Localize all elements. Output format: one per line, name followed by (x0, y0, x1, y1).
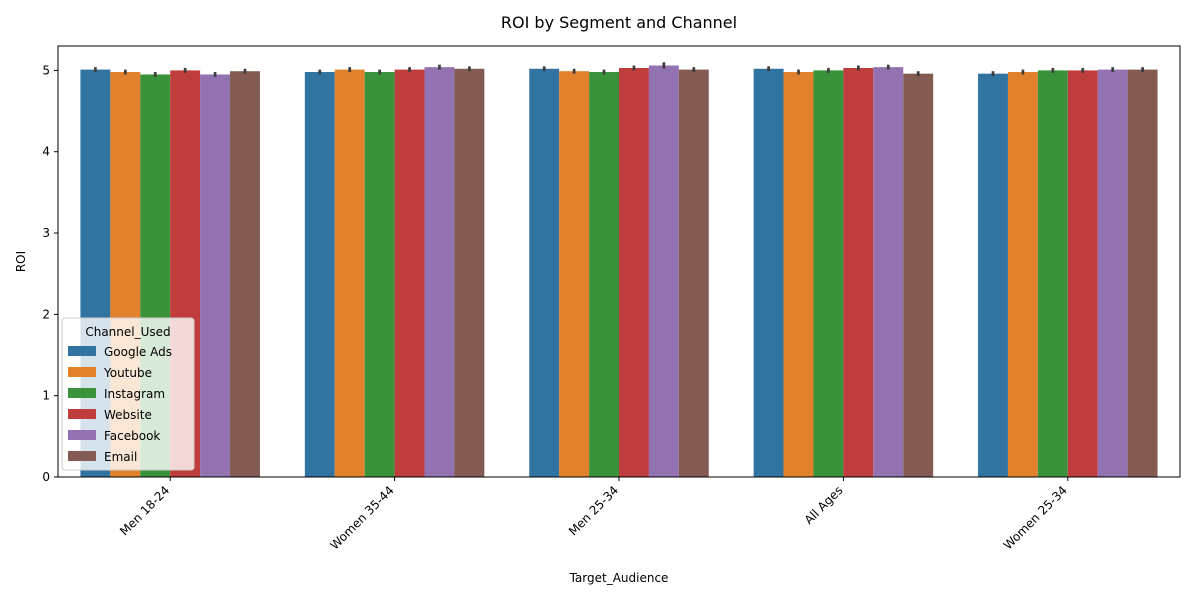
bar-google-ads-women-25-34 (978, 73, 1008, 478)
y-tick-label-0: 0 (42, 470, 50, 484)
legend-label-facebook: Facebook (104, 429, 160, 443)
x-axis-label: Target_Audience (569, 571, 669, 585)
y-tick-label-5: 5 (42, 63, 50, 77)
errorbars-layer (94, 62, 1144, 77)
bar-google-ads-women-35-44 (304, 72, 335, 477)
legend-swatch-instagram (68, 388, 96, 398)
legend-swatch-email (68, 451, 96, 461)
bar-facebook-women-25-34 (1097, 69, 1128, 478)
bars-layer (80, 65, 1158, 478)
y-axis-label: ROI (14, 251, 28, 272)
y-tick-label-2: 2 (42, 307, 50, 321)
bar-youtube-women-35-44 (334, 69, 365, 478)
legend-swatch-facebook (68, 430, 96, 440)
legend: Channel_Used Google Ads Youtube Instagram W… (61, 317, 195, 471)
bar-facebook-all-ages (873, 67, 904, 477)
bar-email-all-ages (903, 73, 934, 478)
bar-facebook-men-25-34 (648, 65, 679, 478)
bar-facebook-men-18-24 (200, 74, 231, 477)
legend-label-youtube: Youtube (103, 366, 152, 380)
bar-youtube-men-25-34 (559, 71, 590, 477)
chart-title: ROI by Segment and Channel (501, 13, 737, 32)
legend-swatch-website (68, 409, 96, 419)
bar-instagram-all-ages (813, 70, 844, 477)
bar-youtube-women-25-34 (1007, 72, 1038, 477)
bar-facebook-women-35-44 (424, 67, 455, 477)
plot-frame (57, 45, 1181, 478)
bar-email-men-18-24 (230, 71, 260, 477)
bar-youtube-all-ages (783, 72, 814, 477)
bar-website-women-35-44 (394, 69, 425, 478)
legend-title: Channel_Used (85, 325, 170, 339)
bar-email-women-35-44 (454, 68, 485, 478)
bar-email-women-25-34 (1127, 69, 1158, 478)
bar-email-men-25-34 (678, 69, 709, 478)
legend-label-google-ads: Google Ads (104, 345, 172, 359)
y-tick-label-3: 3 (42, 226, 50, 240)
bar-instagram-men-25-34 (589, 72, 619, 477)
legend-label-website: Website (104, 408, 152, 422)
bar-instagram-women-35-44 (364, 72, 395, 477)
bar-google-ads-men-25-34 (529, 68, 560, 478)
bar-website-men-25-34 (619, 67, 649, 477)
bar-instagram-women-25-34 (1037, 70, 1068, 477)
legend-swatch-youtube (68, 367, 96, 377)
legend-swatch-google-ads (68, 346, 96, 356)
y-tick-label-4: 4 (42, 145, 50, 159)
bar-website-all-ages (843, 67, 874, 477)
legend-label-email: Email (104, 450, 137, 464)
y-tick-label-1: 1 (42, 389, 50, 403)
bar-website-women-25-34 (1067, 70, 1098, 477)
bar-google-ads-all-ages (753, 68, 784, 478)
y-axis: 0 1 2 3 4 5 (42, 63, 58, 484)
legend-label-instagram: Instagram (104, 387, 165, 401)
